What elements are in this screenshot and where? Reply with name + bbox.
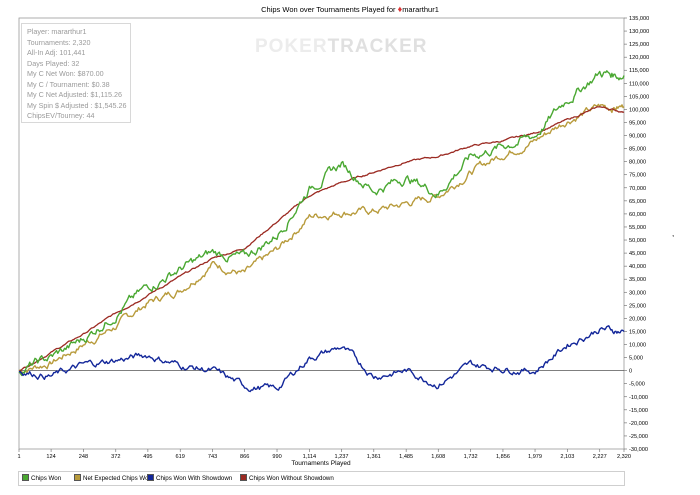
x-tick-label: 2,320 bbox=[617, 454, 631, 460]
legend-label-chips-won: Chips Won bbox=[31, 475, 62, 482]
x-tick-label: 495 bbox=[143, 454, 152, 460]
chart-title-player: mararthur1 bbox=[402, 5, 439, 14]
y-tick-label: -10,000 bbox=[629, 395, 648, 401]
x-tick-label: 1,608 bbox=[431, 454, 445, 460]
legend-label-without-showdown: Chips Won Without Showdown bbox=[249, 475, 334, 482]
y-tick-label: 135,000 bbox=[629, 16, 649, 22]
series-line-with-showdown bbox=[18, 325, 625, 393]
x-tick-label: 1,979 bbox=[528, 454, 542, 460]
x-tick-label: 1 bbox=[17, 454, 20, 460]
y-tick-label: 20,000 bbox=[629, 316, 646, 322]
y-tick-label: 90,000 bbox=[629, 134, 646, 140]
plot-area bbox=[18, 17, 625, 450]
legend-label-with-showdown: Chips Won With Showdown bbox=[156, 475, 233, 482]
legend-item-chips-won[interactable]: Chips Won bbox=[22, 472, 61, 485]
x-axis: 1 124 248 372 495 619 743 866 990 1,114 1,237 1,361… bbox=[17, 449, 631, 460]
chart-title: Chips Won over Tournaments Played for ♦m… bbox=[0, 4, 700, 14]
x-tick-label: 990 bbox=[272, 454, 281, 460]
y-tick-label: 115,000 bbox=[629, 68, 649, 74]
legend-swatch-without-showdown bbox=[240, 473, 247, 481]
legend-swatch-with-showdown bbox=[147, 473, 154, 481]
y-tick-label: 130,000 bbox=[629, 29, 649, 35]
spade-icon: ♦ bbox=[397, 4, 403, 14]
watermark-part1: POKER bbox=[255, 36, 328, 57]
series-line-without-showdown bbox=[18, 106, 625, 372]
stat-allin-adj: All-In Adj: 101,441 bbox=[27, 48, 86, 57]
series-line-chips-won bbox=[18, 70, 625, 377]
legend-item-with-showdown[interactable]: Chips Won With Showdown bbox=[147, 472, 232, 485]
y-tick-label: 5,000 bbox=[629, 356, 643, 362]
y-tick-label: 55,000 bbox=[629, 225, 646, 231]
stat-net-won: My C Net Won: $870.00 bbox=[27, 69, 104, 78]
x-tick-label: 2,103 bbox=[560, 454, 574, 460]
x-tick-label: 866 bbox=[240, 454, 249, 460]
y-tick-label: 60,000 bbox=[629, 212, 646, 218]
y-tick-label: 45,000 bbox=[629, 251, 646, 257]
y-tick-label: 105,000 bbox=[629, 94, 649, 100]
legend-item-net-expected[interactable]: Net Expected Chips Won bbox=[74, 472, 152, 485]
pokertracker-watermark: POKERTRACKER bbox=[255, 36, 427, 58]
y-tick-label: 95,000 bbox=[629, 120, 646, 126]
x-tick-label: 1,114 bbox=[303, 454, 317, 460]
y-tick-label: -25,000 bbox=[629, 434, 648, 440]
legend-item-without-showdown[interactable]: Chips Won Without Showdown bbox=[240, 472, 334, 485]
y-tick-label: -15,000 bbox=[629, 408, 648, 414]
x-tick-label: 1,361 bbox=[367, 454, 381, 460]
y-tick-label: 0 bbox=[629, 369, 632, 375]
x-tick-label: 124 bbox=[46, 454, 55, 460]
x-tick-label: 372 bbox=[111, 454, 120, 460]
y-tick-label: -30,000 bbox=[629, 447, 648, 453]
watermark-part2: TRACKER bbox=[327, 36, 428, 57]
y-tick-label: 80,000 bbox=[629, 160, 646, 166]
x-tick-label: 2,227 bbox=[593, 454, 607, 460]
x-tick-label: 1,237 bbox=[334, 454, 348, 460]
x-tick-label: 1,856 bbox=[496, 454, 510, 460]
stat-net-adjusted: My C Net Adjusted: $1,115.26 bbox=[27, 90, 122, 99]
x-axis-label: Tournaments Played bbox=[291, 460, 351, 467]
y-axis-marker: , bbox=[672, 229, 674, 238]
stat-tournaments: Tournaments: 2,320 bbox=[27, 37, 91, 47]
y-tick-label: 100,000 bbox=[629, 107, 649, 113]
y-tick-label: 40,000 bbox=[629, 264, 646, 270]
stat-player: Player: mararthur1 bbox=[27, 27, 87, 36]
y-tick-label: 65,000 bbox=[629, 199, 646, 205]
y-tick-label: 120,000 bbox=[629, 55, 649, 61]
series-layer bbox=[18, 70, 625, 393]
series-line-net-expected bbox=[18, 103, 625, 374]
stats-panel: Player: mararthur1 Tournaments: 2,320 Al… bbox=[21, 23, 131, 123]
y-tick-label: 85,000 bbox=[629, 147, 646, 153]
x-tick-label: 1,732 bbox=[464, 454, 478, 460]
legend: Chips Won Net Expected Chips Won Chips W… bbox=[18, 471, 625, 486]
x-tick-label: 619 bbox=[176, 454, 185, 460]
chart-title-text: Chips Won over Tournaments Played for bbox=[261, 5, 396, 14]
y-tick-label: 30,000 bbox=[629, 290, 646, 296]
y-tick-label: 125,000 bbox=[629, 42, 649, 48]
x-tick-label: 743 bbox=[208, 454, 217, 460]
stat-spin-adjusted: My Spin $ Adjusted : $1,545.26 bbox=[27, 100, 127, 110]
y-axis: -30,000 -25,000 -20,000 -15,000 -10,000 -5,00… bbox=[624, 16, 649, 453]
stat-days-played: Days Played: 32 bbox=[27, 58, 80, 68]
stat-per-tournament: My C / Tournament: $0.38 bbox=[27, 79, 110, 89]
y-tick-label: 35,000 bbox=[629, 277, 646, 283]
y-tick-label: -5,000 bbox=[629, 382, 645, 388]
y-tick-label: 110,000 bbox=[629, 81, 649, 87]
x-tick-label: 1,485 bbox=[399, 454, 413, 460]
y-tick-label: 50,000 bbox=[629, 238, 646, 244]
y-tick-label: 75,000 bbox=[629, 173, 646, 179]
y-tick-label: 15,000 bbox=[629, 329, 646, 335]
x-tick-label: 248 bbox=[79, 454, 88, 460]
legend-swatch-net-expected bbox=[74, 473, 81, 481]
legend-swatch-chips-won bbox=[22, 473, 29, 481]
y-tick-label: -20,000 bbox=[629, 421, 648, 427]
y-tick-label: 25,000 bbox=[629, 303, 646, 309]
legend-label-net-expected: Net Expected Chips Won bbox=[83, 475, 153, 482]
y-tick-label: 70,000 bbox=[629, 186, 646, 192]
y-tick-label: 10,000 bbox=[629, 343, 646, 349]
stat-chipsev: ChipsEV/Tourney: 44 bbox=[27, 111, 95, 120]
